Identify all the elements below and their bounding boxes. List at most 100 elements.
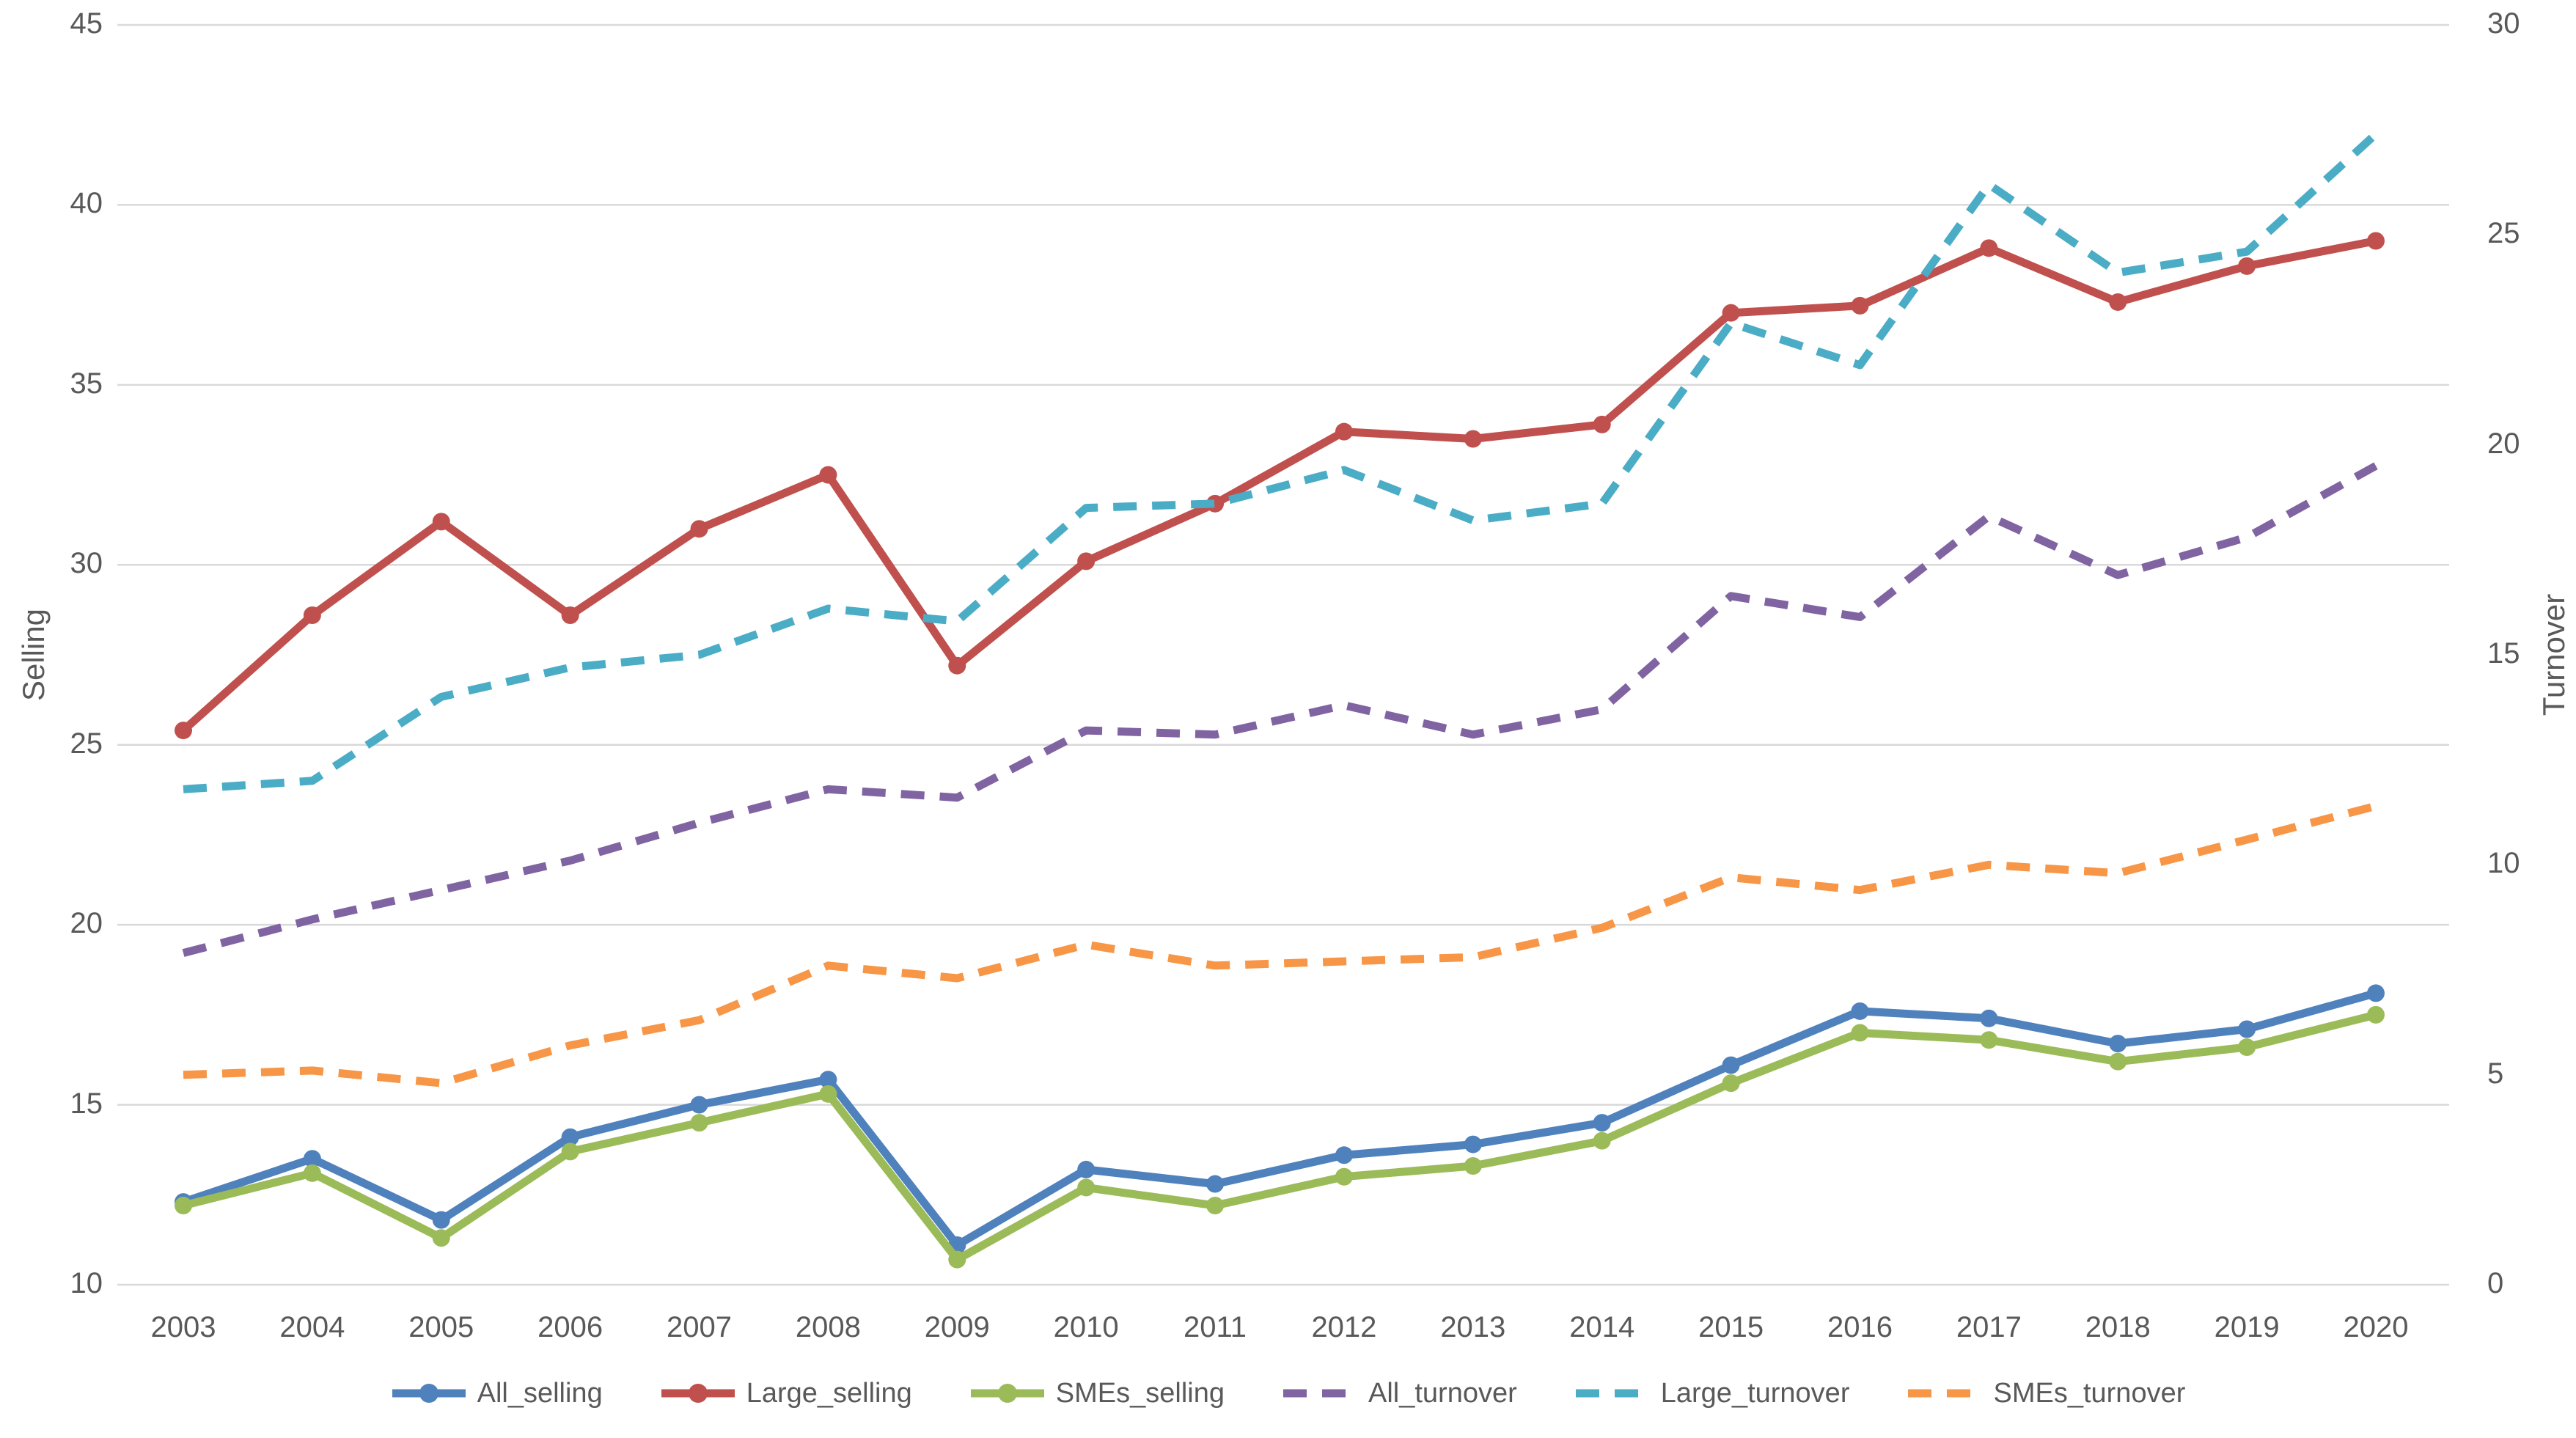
y-tick-left: 15 xyxy=(70,1087,103,1120)
marker-All_selling xyxy=(1077,1160,1096,1178)
marker-SMEs_selling xyxy=(1593,1131,1611,1150)
marker-All_selling xyxy=(690,1096,708,1114)
y-tick-right: 10 xyxy=(2487,847,2520,880)
marker-SMEs_selling xyxy=(432,1229,450,1247)
legend: All_selling Large_selling SMEs_selling All_… xyxy=(0,1377,2576,1409)
x-tick: 2011 xyxy=(1184,1311,1247,1343)
series-line-Large_turnover xyxy=(183,131,2379,793)
marker-All_selling xyxy=(1464,1135,1482,1153)
x-tick: 2003 xyxy=(150,1311,216,1343)
y-tick-right: 5 xyxy=(2487,1057,2504,1090)
legend-item-Large_turnover: Large_turnover xyxy=(1574,1377,1850,1409)
marker-Large_selling xyxy=(690,520,708,538)
x-tick: 2016 xyxy=(1827,1311,1893,1343)
legend-label: All_selling xyxy=(477,1377,603,1409)
marker-All_selling xyxy=(819,1071,837,1089)
x-tick: 2005 xyxy=(408,1311,474,1343)
marker-SMEs_selling xyxy=(2109,1052,2127,1071)
y-tick-left: 30 xyxy=(70,547,103,580)
marker-Large_selling xyxy=(1593,415,1611,433)
x-tick: 2018 xyxy=(2085,1311,2151,1343)
series-line-All_selling xyxy=(179,988,2380,1250)
y-tick-right: 30 xyxy=(2487,7,2520,40)
marker-SMEs_selling xyxy=(561,1142,579,1161)
legend-label: Large_selling xyxy=(746,1377,912,1409)
legend-item-SMEs_turnover: SMEs_turnover xyxy=(1907,1377,2185,1409)
marker-Large_selling xyxy=(432,513,450,531)
marker-All_selling xyxy=(1335,1146,1353,1164)
x-tick: 2014 xyxy=(1569,1311,1635,1343)
legend-label: SMEs_selling xyxy=(1055,1377,1225,1409)
marker-All_selling xyxy=(561,1128,579,1146)
y-tick-left: 40 xyxy=(70,187,103,220)
marker-Large_selling xyxy=(1980,239,1998,257)
marker-All_selling xyxy=(432,1211,450,1229)
x-tick: 2012 xyxy=(1311,1311,1377,1343)
legend-label: Large_turnover xyxy=(1660,1377,1850,1409)
marker-SMEs_selling xyxy=(303,1164,321,1182)
y-tick-left: 45 xyxy=(70,7,103,40)
marker-All_selling xyxy=(1593,1114,1611,1132)
marker-Large_selling xyxy=(175,722,192,740)
y-tick-left: 20 xyxy=(70,907,103,940)
x-tick: 2006 xyxy=(537,1311,603,1343)
marker-All_selling xyxy=(1722,1056,1740,1074)
marker-SMEs_selling xyxy=(1851,1024,1869,1042)
y-tick-left: 25 xyxy=(70,727,103,760)
marker-Large_selling xyxy=(1464,430,1482,448)
series-line-SMEs_turnover xyxy=(183,801,2377,1087)
marker-Large_selling xyxy=(2109,293,2127,311)
x-tick: 2019 xyxy=(2214,1311,2280,1343)
marker-All_selling xyxy=(1980,1009,1998,1027)
y-tick-left: 10 xyxy=(70,1267,103,1299)
marker-All_selling xyxy=(2109,1035,2127,1053)
marker-Large_selling xyxy=(1335,422,1353,441)
x-tick: 2008 xyxy=(795,1311,861,1343)
legend-item-All_selling: All_selling xyxy=(391,1377,603,1409)
x-tick: 2020 xyxy=(2343,1311,2409,1343)
y-tick-right: 25 xyxy=(2487,217,2520,250)
marker-All_selling xyxy=(1851,1002,1869,1020)
y-tick-left: 35 xyxy=(70,367,103,400)
legend-swatch-SMEs_turnover xyxy=(1908,1389,1982,1398)
marker-SMEs_selling xyxy=(948,1250,966,1269)
marker-SMEs_selling xyxy=(1464,1157,1482,1175)
x-tick: 2007 xyxy=(667,1311,732,1343)
marker-Large_selling xyxy=(2238,257,2256,275)
x-tick: 2009 xyxy=(924,1311,990,1343)
legend-label: SMEs_turnover xyxy=(1993,1377,2186,1409)
legend-item-SMEs_selling: SMEs_selling xyxy=(969,1377,1225,1409)
marker-SMEs_selling xyxy=(1206,1197,1225,1215)
marker-Large_selling xyxy=(1722,304,1740,322)
marker-Large_selling xyxy=(303,606,321,625)
legend-item-All_turnover: All_turnover xyxy=(1282,1377,1517,1409)
x-tick: 2017 xyxy=(1956,1311,2022,1343)
marker-All_selling xyxy=(1206,1175,1225,1193)
x-tick: 2010 xyxy=(1053,1311,1119,1343)
marker-SMEs_selling xyxy=(1980,1031,1998,1049)
legend-label: All_turnover xyxy=(1368,1377,1517,1409)
series-line-Large_selling xyxy=(179,237,2380,735)
marker-SMEs_selling xyxy=(1077,1178,1096,1197)
marker-Large_selling xyxy=(819,466,837,484)
legend-item-Large_selling: Large_selling xyxy=(660,1377,912,1409)
marker-SMEs_selling xyxy=(690,1114,708,1132)
marker-All_selling xyxy=(303,1150,321,1168)
legend-swatch-All_selling xyxy=(392,1384,466,1403)
marker-SMEs_selling xyxy=(819,1085,837,1103)
legend-swatch-Large_turnover xyxy=(1575,1389,1649,1398)
x-tick: 2015 xyxy=(1698,1311,1764,1343)
x-tick: 2004 xyxy=(279,1311,345,1343)
marker-Large_selling xyxy=(2367,232,2385,250)
marker-Large_selling xyxy=(561,606,579,625)
series-line-SMEs_selling xyxy=(179,1010,2380,1264)
marker-SMEs_selling xyxy=(2238,1038,2256,1057)
marker-SMEs_selling xyxy=(1335,1167,1353,1186)
x-tick: 2013 xyxy=(1440,1311,1506,1343)
y-tick-right: 0 xyxy=(2487,1267,2504,1299)
marker-SMEs_selling xyxy=(2367,1005,2385,1024)
y-tick-right: 20 xyxy=(2487,427,2520,460)
marker-SMEs_selling xyxy=(175,1197,192,1215)
